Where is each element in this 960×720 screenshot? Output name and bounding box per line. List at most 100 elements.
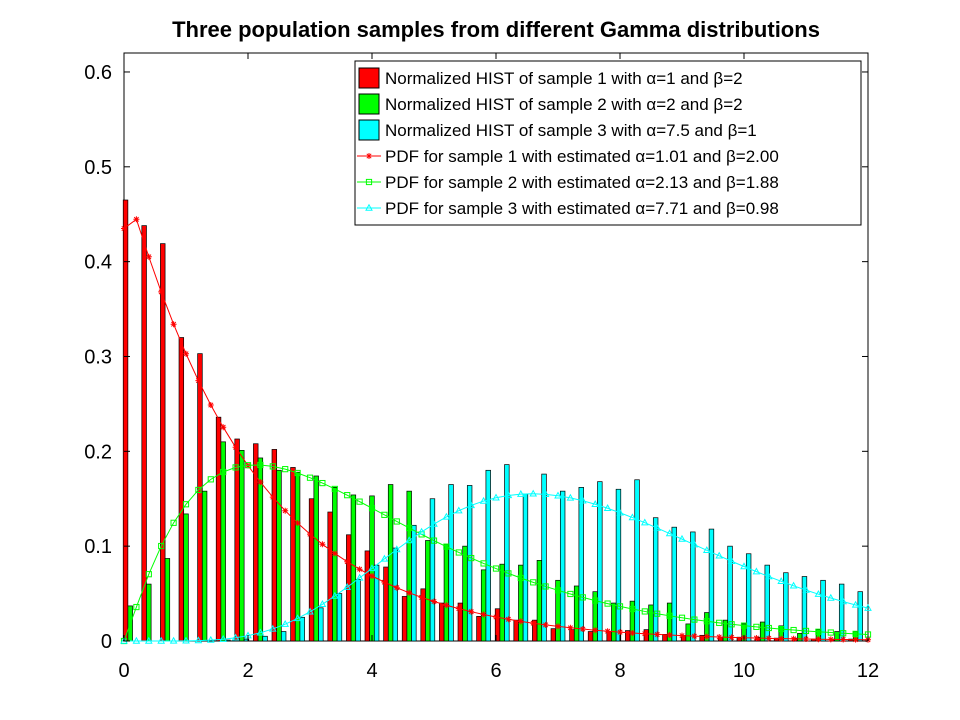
pdf-sample-3-marker-20 — [355, 573, 364, 581]
bar-sample-2-9 — [276, 469, 282, 642]
pdf-sample-3-marker-18 — [330, 591, 339, 599]
pdf-sample-2-marker-50 — [728, 621, 735, 628]
bar-sample-1-13 — [346, 534, 352, 642]
pdf-sample-3-marker-57 — [814, 589, 823, 597]
y-tick-label-0: 0 — [101, 631, 112, 653]
pdf-sample-3-marker-15 — [293, 614, 302, 622]
pdf-sample-3-marker-13 — [268, 624, 277, 632]
pdf-sample-3-marker-58 — [826, 593, 835, 601]
pdf-sample-2-marker-55 — [790, 626, 797, 634]
bar-sample-3-35 — [764, 564, 770, 642]
bar-sample-2-8 — [257, 457, 264, 642]
pdf-sample-1-marker-24 — [406, 589, 413, 596]
pdf-sample-3-marker-8 — [206, 635, 215, 643]
pdf-sample-1-marker-2 — [133, 216, 140, 223]
pdf-sample-3-marker-49 — [715, 551, 724, 559]
bar-sample-2-13 — [350, 494, 357, 642]
pdf-sample-2-marker-29 — [468, 554, 475, 562]
pdf-sample-3-marker-28 — [454, 506, 463, 514]
bar-sample-3-23 — [541, 473, 547, 642]
bar-sample-2-3 — [164, 558, 171, 642]
pdf-sample-1-marker-55 — [790, 635, 797, 642]
axis-ticks: 0 2 4 6 8 10 12 0 0.1 0.2 0.3 0.4 0.5 0.6 — [84, 53, 879, 682]
pdf-sample-1-marker-57 — [815, 636, 822, 643]
pdf-sample-3-marker-2 — [132, 636, 141, 644]
pdf-sample-1-marker-7 — [195, 377, 202, 384]
bar-sample-3-19 — [466, 485, 473, 642]
pdf-sample-2-marker-6 — [182, 501, 190, 508]
pdf-sample-3-marker-31 — [492, 493, 500, 501]
pdf-sample-2-marker-41 — [616, 603, 624, 610]
bar-sample-3-21 — [504, 464, 510, 642]
legend-entry-1-swatch — [358, 67, 380, 89]
x-tick-label-10: 10 — [733, 660, 755, 682]
legend-entry-6-marker — [365, 203, 373, 211]
pdf-sample-3-marker-23 — [392, 545, 401, 553]
pdf-sample-2-marker-28 — [455, 549, 462, 556]
pdf-sample-2-marker-31 — [492, 565, 500, 572]
pdf-sample-2-marker-20 — [356, 498, 363, 505]
bar-sample-2-31 — [685, 623, 691, 642]
bar-sample-2-2 — [146, 583, 152, 642]
bar-sample-1-7 — [234, 438, 240, 642]
pdf-sample-2-marker-9 — [220, 468, 227, 476]
x-tick-label-8: 8 — [614, 660, 625, 682]
pdf-sample-1-marker-13 — [269, 494, 276, 501]
pdf-sample-2-marker-59 — [840, 630, 847, 637]
pdf-sample-3-marker-41 — [616, 508, 624, 516]
pdf-sample-3-marker-40 — [603, 504, 612, 511]
bar-sample-2-20 — [480, 569, 487, 642]
bar-sample-2-11 — [313, 475, 319, 642]
pdf-sample-3-marker-7 — [194, 636, 203, 644]
x-tick-label-12: 12 — [857, 660, 879, 682]
bar-sample-3-38 — [820, 579, 826, 642]
pdf-sample-2-marker-4 — [158, 542, 165, 550]
bar-sample-3-8 — [262, 635, 268, 642]
pdf-sample-1-marker-43 — [641, 630, 648, 637]
pdf-sample-3-marker-22 — [380, 554, 389, 562]
pdf-sample-1-marker-56 — [803, 636, 809, 643]
bar-sample-1-26 — [587, 631, 594, 642]
pdf-sample-3-marker-60 — [851, 600, 860, 608]
bar-sample-1-20 — [476, 615, 482, 642]
pdf-sample-3-marker-59 — [839, 597, 848, 605]
pdf-sample-1-marker-30 — [480, 611, 487, 618]
pdf-sample-1-marker-8 — [207, 402, 214, 409]
pdf-sample-1-marker-47 — [691, 633, 698, 640]
bar-sample-3-34 — [745, 553, 752, 642]
pdf-sample-3-marker-38 — [578, 496, 587, 504]
bar-sample-1-15 — [383, 566, 389, 642]
bar-sample-3-10 — [299, 616, 305, 642]
pdf-sample-1-marker-45 — [666, 632, 673, 639]
bar-sample-1-12 — [327, 511, 333, 642]
pdf-sample-3-marker-9 — [219, 634, 228, 642]
pdf-sample-2-marker-19 — [344, 492, 351, 499]
pdf-sample-1-marker-25 — [418, 594, 425, 601]
pdf-sample-3-marker-37 — [566, 493, 575, 501]
pdf-sample-2-marker-54 — [778, 625, 785, 633]
pdf-sample-2-marker-53 — [765, 624, 772, 632]
bar-sample-2-37 — [797, 633, 803, 642]
pdf-sample-2-marker-51 — [740, 622, 748, 629]
bar-sample-2-10 — [294, 471, 301, 642]
bar-sample-1-3 — [160, 243, 166, 642]
pdf-sample-1-marker-32 — [505, 616, 512, 623]
pdf-sample-2-marker-39 — [592, 597, 599, 604]
pdf-sample-2-marker-5 — [170, 519, 177, 526]
pdf-sample-3-marker-34 — [529, 489, 538, 497]
legend: Normalized HIST of sample 1 with α=1 and… — [354, 60, 862, 226]
legend-entry-2-swatch — [358, 93, 380, 115]
pdf-sample-3-marker-6 — [182, 636, 190, 644]
pdf-sample-1-marker-38 — [579, 626, 586, 633]
pdf-sample-3-marker-51 — [740, 562, 748, 570]
pdf-sample-1-marker-28 — [455, 605, 462, 612]
pdf-sample-2-marker-56 — [802, 627, 810, 635]
pdf-sample-1-marker-37 — [567, 624, 574, 631]
pdf-sample-2-marker-58 — [827, 629, 834, 636]
bar-sample-3-32 — [708, 528, 715, 642]
pdf-sample-1-marker-17 — [319, 541, 326, 548]
bar-sample-3-22 — [522, 493, 529, 642]
bar-sample-1-1 — [122, 199, 129, 642]
bar-sample-3-15 — [392, 547, 398, 642]
pdf-sample-2-marker-47 — [691, 616, 698, 623]
